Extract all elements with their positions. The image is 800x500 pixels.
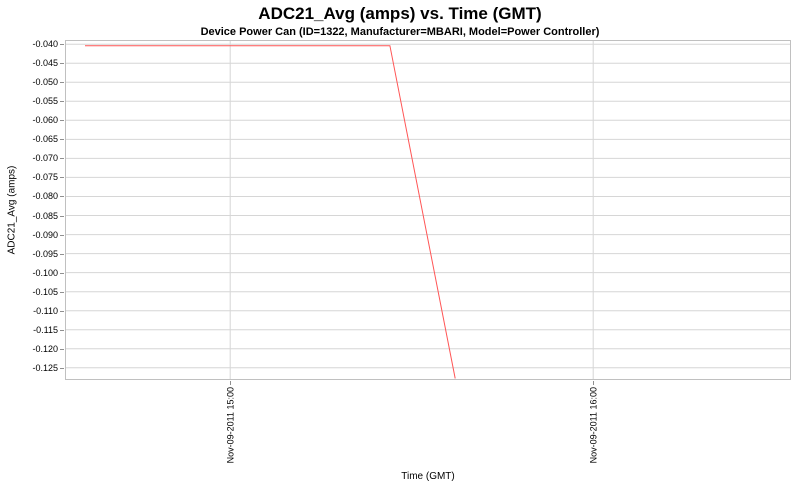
y-tick-mark (60, 158, 64, 160)
y-tick-mark (60, 215, 64, 217)
y-tick-mark (60, 329, 64, 331)
y-tick-label: -0.110 (33, 305, 58, 316)
y-tick-label: -0.085 (32, 210, 58, 221)
y-tick-label: -0.100 (32, 267, 58, 278)
y-tick-label: -0.065 (32, 134, 58, 145)
x-tick-label: Nov-09-2011 16:00 (588, 387, 599, 464)
plot-area (65, 40, 791, 380)
y-tick-label: -0.070 (32, 153, 58, 164)
plot-outline (65, 40, 791, 380)
y-tick-mark (60, 82, 64, 84)
y-tick-mark (60, 44, 64, 46)
y-tick-mark (60, 253, 64, 255)
y-tick-label: -0.090 (32, 229, 58, 240)
y-tick-mark (60, 101, 64, 103)
y-tick-label: -0.105 (32, 286, 58, 297)
y-tick-mark (60, 348, 64, 350)
y-tick-mark (60, 310, 64, 312)
x-tick-label: Nov-09-2011 15:00 (225, 387, 236, 464)
series-line (85, 45, 456, 379)
y-tick-label: -0.115 (33, 324, 58, 335)
y-tick-mark (60, 63, 64, 65)
chart-title: ADC21_Avg (amps) vs. Time (GMT) (258, 4, 542, 23)
y-tick-mark (60, 272, 64, 274)
y-tick-label: -0.125 (32, 362, 58, 373)
y-tick-label: -0.120 (32, 343, 58, 354)
y-tick-mark (60, 367, 64, 369)
y-tick-label: -0.050 (32, 77, 58, 88)
y-tick-mark (60, 234, 64, 236)
x-tick-mark (593, 381, 595, 385)
y-tick-mark (60, 139, 64, 141)
y-tick-label: -0.045 (32, 58, 58, 69)
y-tick-label: -0.080 (32, 191, 58, 202)
y-tick-mark (60, 120, 64, 122)
chart-subtitle: Device Power Can (ID=1322, Manufacturer=… (200, 26, 600, 38)
y-tick-label: -0.055 (32, 96, 58, 107)
y-tick-mark (60, 177, 64, 179)
x-axis-label: Time (GMT) (401, 471, 455, 482)
y-tick-label: -0.075 (32, 172, 58, 183)
y-tick-mark (60, 196, 64, 198)
x-tick-mark (230, 381, 232, 385)
y-axis-label: ADC21_Avg (amps) (6, 165, 18, 255)
y-tick-label: -0.060 (32, 115, 58, 126)
y-tick-label: -0.095 (32, 248, 58, 259)
y-tick-mark (60, 291, 64, 293)
y-tick-label: -0.040 (32, 39, 58, 50)
plot-svg (65, 40, 791, 380)
